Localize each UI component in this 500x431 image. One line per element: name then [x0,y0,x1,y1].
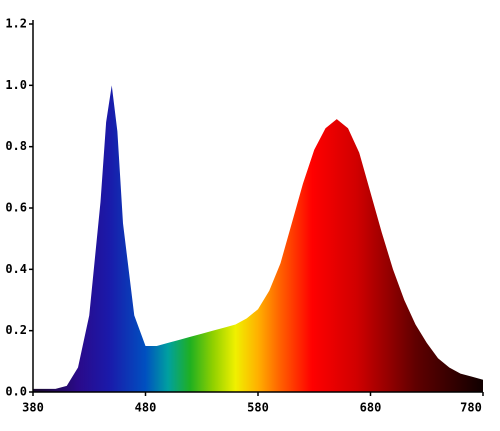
y-tick-label: 0.4 [5,262,27,276]
y-tick-label: 0.2 [5,323,27,337]
x-tick-label: 680 [360,401,382,415]
y-tick-label: 0.8 [5,139,27,153]
y-tick-label: 0.6 [5,201,27,215]
y-tick-label: 1.2 [5,17,27,31]
x-tick-label: 780 [460,401,482,415]
x-tick-label: 580 [247,401,269,415]
y-tick-label: 0.0 [5,385,27,399]
x-tick-label: 380 [22,401,44,415]
spectrum-area [33,85,483,392]
x-tick-label: 480 [135,401,157,415]
y-tick-label: 1.0 [5,78,27,92]
